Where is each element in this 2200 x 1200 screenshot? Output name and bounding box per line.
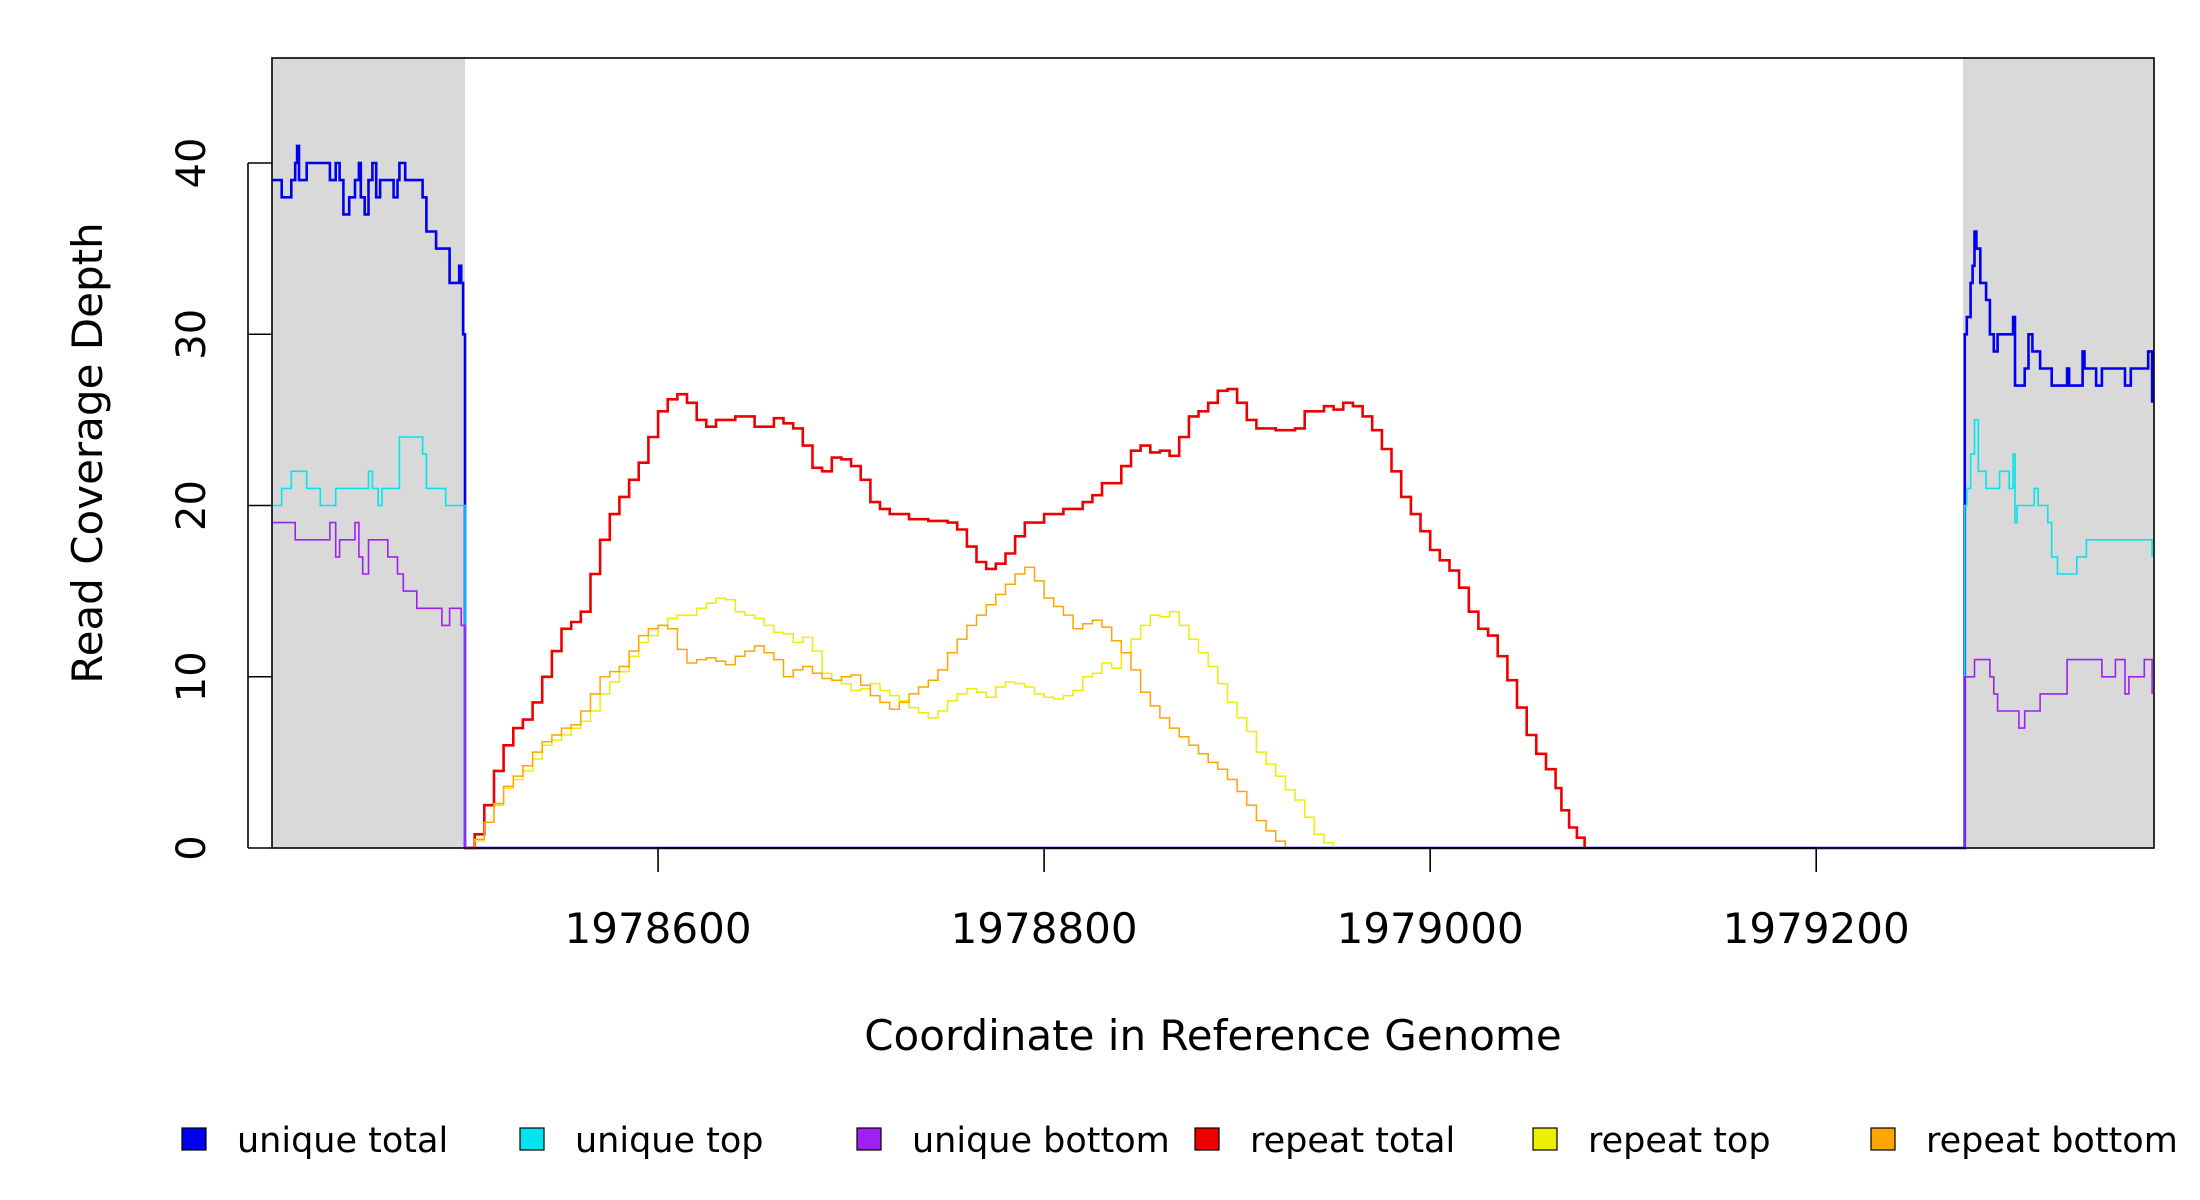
legend-label-unique-top: unique top — [575, 1121, 764, 1161]
legend-swatch-unique-top — [519, 1127, 545, 1151]
legend-label-unique-total: unique total — [237, 1121, 448, 1161]
x-axis-label: Coordinate in Reference Genome — [864, 1011, 1562, 1060]
x-tick-label: 1978800 — [951, 904, 1138, 953]
series-line-unique-total — [272, 144, 2154, 850]
legend: unique total unique top unique bottom repea… — [181, 1121, 2178, 1161]
legend-swatch-repeat-top — [1532, 1127, 1558, 1151]
x-tick-label: 1979200 — [1723, 904, 1910, 953]
y-tick-label: 0 — [169, 835, 215, 860]
legend-swatch-repeat-bottom — [1870, 1127, 1896, 1151]
y-axis-label: Read Coverage Depth — [63, 222, 112, 683]
y-tick-label: 30 — [169, 309, 215, 360]
legend-swatch-unique-bottom — [856, 1127, 882, 1151]
series-line-repeat-bottom — [465, 566, 1287, 849]
y-tick-label: 40 — [169, 138, 215, 189]
x-tick-label: 1978600 — [565, 904, 752, 953]
shaded-region-1 — [272, 58, 466, 848]
legend-swatch-unique-total — [181, 1127, 207, 1151]
shaded-region-2 — [1962, 58, 2154, 848]
y-tick-label: 10 — [169, 651, 215, 702]
series-line-unique-bottom — [272, 521, 2153, 849]
axes: 0 10 20 30 40 1978600 1978800 1979000 1979200 — [169, 138, 1910, 953]
legend-label-repeat-bottom: repeat bottom — [1926, 1121, 2178, 1161]
legend-label-repeat-total: repeat total — [1250, 1121, 1455, 1161]
legend-label-unique-bottom: unique bottom — [912, 1121, 1170, 1161]
series-line-repeat-total — [465, 387, 1586, 850]
legend-swatch-repeat-total — [1194, 1127, 1220, 1151]
plot-frame — [271, 57, 2155, 849]
series-line-repeat-top — [465, 597, 1335, 849]
y-tick-label: 20 — [169, 480, 215, 531]
x-tick-label: 1979000 — [1337, 904, 1524, 953]
series-lines — [272, 144, 2154, 850]
legend-label-repeat-top: repeat top — [1588, 1121, 1771, 1161]
series-line-unique-top — [272, 419, 2153, 849]
shaded-regions — [272, 58, 2154, 848]
